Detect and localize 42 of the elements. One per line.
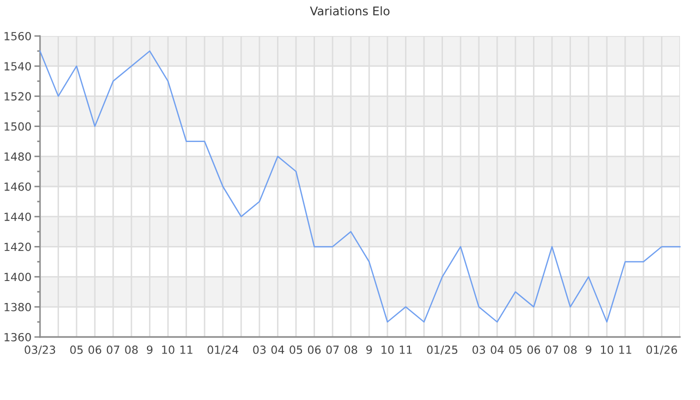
line-series bbox=[39, 50, 681, 323]
y-tick-label: 1560 bbox=[4, 32, 31, 40]
x-tick-label: 08 bbox=[564, 346, 577, 354]
x-tick-label: 01/24 bbox=[208, 346, 238, 355]
x-tick-label: 11 bbox=[400, 346, 412, 354]
x-tick-label: 10 bbox=[382, 346, 394, 354]
y-tick-label: 1500 bbox=[4, 122, 31, 131]
x-tick-label: 11 bbox=[180, 346, 192, 354]
x-tick-label: 04 bbox=[271, 346, 284, 354]
x-tick-label: 07 bbox=[546, 346, 558, 354]
y-tick-label: 1420 bbox=[4, 242, 31, 252]
x-tick-label: 9 bbox=[366, 346, 372, 354]
x-tick-label: 03/23 bbox=[24, 346, 56, 355]
x-tick-label: 9 bbox=[586, 346, 592, 354]
x-tick-label: 05 bbox=[70, 346, 83, 354]
x-tick-label: 06 bbox=[527, 346, 540, 354]
y-tick-label: 1440 bbox=[4, 212, 31, 221]
x-tick-label: 05 bbox=[509, 346, 522, 354]
y-tick-label: 1520 bbox=[4, 92, 31, 101]
x-tick-label: 03 bbox=[472, 346, 486, 354]
y-tick-label: 1380 bbox=[4, 302, 31, 312]
x-tick-label: 11 bbox=[619, 346, 632, 354]
x-tick-label: 03 bbox=[253, 346, 266, 354]
x-tick-label: 01/25 bbox=[427, 346, 458, 355]
x-tick-label: 10 bbox=[601, 346, 614, 354]
x-tick-label: 05 bbox=[290, 346, 302, 354]
x-tick-label: 04 bbox=[490, 346, 504, 354]
y-tick-label: 1360 bbox=[4, 332, 31, 342]
y-tick-label: 1460 bbox=[4, 182, 31, 191]
x-tick-label: 06 bbox=[88, 346, 102, 354]
x-tick-label: 9 bbox=[146, 346, 152, 354]
y-tick-label: 1480 bbox=[4, 152, 31, 161]
x-tick-label: 10 bbox=[162, 346, 174, 354]
y-tick-label: 1400 bbox=[4, 272, 31, 282]
x-tick-label: 01/26 bbox=[646, 346, 678, 355]
chart-title: Variations Elo bbox=[310, 6, 390, 16]
x-tick-label: 08 bbox=[344, 346, 358, 354]
x-tick-label: 07 bbox=[106, 346, 120, 354]
x-tick-label: 08 bbox=[125, 346, 138, 354]
x-tick-label: 07 bbox=[326, 346, 339, 354]
x-tick-label: 06 bbox=[308, 346, 321, 354]
y-tick-label: 1540 bbox=[4, 62, 31, 70]
